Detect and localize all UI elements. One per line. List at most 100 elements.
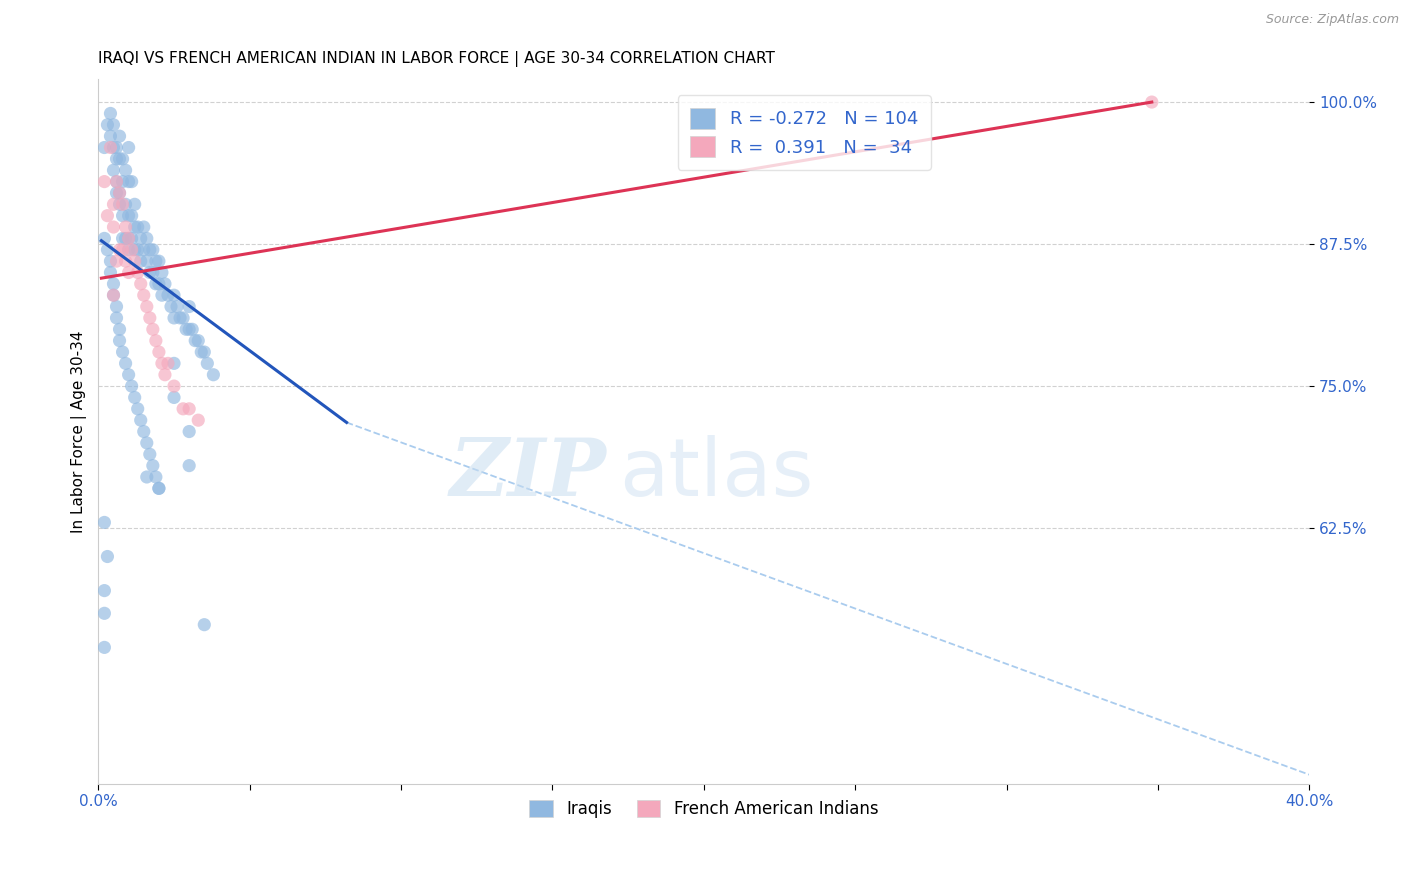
Point [148, 254, 170, 268]
Point [163, 288, 186, 302]
Point [96, 118, 118, 132]
Point [135, 470, 157, 484]
Point [103, 277, 125, 291]
Legend: Iraqis, French American Indians: Iraqis, French American Indians [523, 793, 884, 825]
Point [93, 583, 115, 598]
Point [163, 310, 186, 325]
Point [163, 356, 186, 370]
Point [150, 356, 173, 370]
Point [142, 265, 165, 279]
Point [169, 310, 191, 325]
Point [121, 243, 143, 257]
Point [108, 197, 131, 211]
Point [108, 243, 131, 257]
Point [103, 163, 125, 178]
Point [132, 220, 155, 235]
Point [124, 197, 146, 211]
Point [111, 209, 134, 223]
Point [148, 481, 170, 495]
Point [108, 186, 131, 200]
Point [108, 129, 131, 144]
Point [108, 322, 131, 336]
Point [1140, 95, 1163, 109]
Point [108, 186, 131, 200]
Point [139, 265, 162, 279]
Point [127, 243, 149, 257]
Point [135, 300, 157, 314]
Point [114, 220, 136, 235]
Point [105, 300, 128, 314]
Point [117, 265, 139, 279]
Point [111, 243, 134, 257]
Point [100, 254, 122, 268]
Point [105, 175, 128, 189]
Point [103, 288, 125, 302]
Point [142, 458, 165, 473]
Point [148, 277, 170, 291]
Point [132, 243, 155, 257]
Point [142, 243, 165, 257]
Point [135, 231, 157, 245]
Point [163, 379, 186, 393]
Point [145, 254, 167, 268]
Point [100, 265, 122, 279]
Point [142, 322, 165, 336]
Point [117, 140, 139, 154]
Point [174, 322, 197, 336]
Point [121, 231, 143, 245]
Point [96, 209, 118, 223]
Point [145, 470, 167, 484]
Point [105, 186, 128, 200]
Point [132, 425, 155, 439]
Point [127, 220, 149, 235]
Point [103, 140, 125, 154]
Point [172, 401, 194, 416]
Point [103, 197, 125, 211]
Point [145, 334, 167, 348]
Point [100, 140, 122, 154]
Point [193, 617, 215, 632]
Point [129, 413, 152, 427]
Point [117, 243, 139, 257]
Point [111, 197, 134, 211]
Point [139, 310, 162, 325]
Point [103, 288, 125, 302]
Point [179, 322, 201, 336]
Point [148, 481, 170, 495]
Point [163, 391, 186, 405]
Point [93, 640, 115, 655]
Point [195, 356, 218, 370]
Point [93, 607, 115, 621]
Point [103, 118, 125, 132]
Point [129, 231, 152, 245]
Point [93, 231, 115, 245]
Point [179, 458, 201, 473]
Point [150, 288, 173, 302]
Point [187, 334, 209, 348]
Point [93, 140, 115, 154]
Text: Source: ZipAtlas.com: Source: ZipAtlas.com [1265, 13, 1399, 27]
Point [105, 140, 128, 154]
Point [114, 163, 136, 178]
Point [172, 310, 194, 325]
Point [111, 152, 134, 166]
Point [132, 288, 155, 302]
Point [129, 254, 152, 268]
Point [129, 277, 152, 291]
Point [114, 356, 136, 370]
Point [202, 368, 225, 382]
Point [111, 175, 134, 189]
Point [114, 254, 136, 268]
Point [93, 516, 115, 530]
Point [96, 549, 118, 564]
Point [179, 401, 201, 416]
Point [121, 209, 143, 223]
Point [117, 368, 139, 382]
Point [117, 209, 139, 223]
Point [153, 277, 176, 291]
Point [156, 356, 179, 370]
Point [103, 220, 125, 235]
Text: ZIP: ZIP [450, 435, 607, 513]
Point [153, 368, 176, 382]
Point [124, 220, 146, 235]
